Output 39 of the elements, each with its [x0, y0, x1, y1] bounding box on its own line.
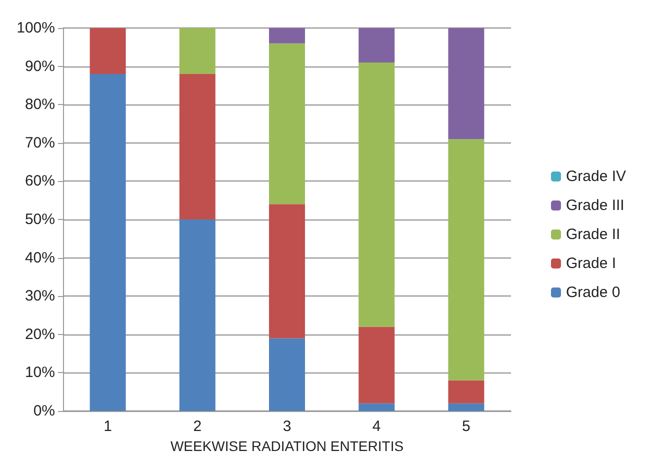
y-tick-label: 20%: [24, 326, 55, 343]
bar: [358, 403, 395, 411]
legend-label: Grade IV: [566, 168, 626, 185]
bar: [269, 338, 305, 411]
y-tick-label: 60%: [24, 172, 55, 190]
y-tick-label: 0%: [33, 402, 55, 420]
x-tick-label: 4: [372, 418, 381, 435]
bar: [179, 220, 216, 411]
bar: [358, 62, 395, 327]
bar: [448, 139, 484, 380]
y-tick-label: 40%: [24, 249, 55, 266]
x-tick-label: 5: [462, 418, 470, 435]
y-tick-label: 70%: [24, 134, 55, 152]
y-tick-label: 100%: [16, 20, 55, 36]
y-tick-label: 10%: [24, 364, 55, 382]
x-tick-label: 2: [193, 418, 202, 435]
bar: [90, 28, 126, 74]
bar: [179, 28, 216, 74]
bar: [358, 28, 395, 62]
x-tick-label: 1: [104, 418, 112, 435]
y-tick-label: 90%: [24, 58, 55, 75]
legend-label: Grade II: [566, 226, 620, 243]
x-tick-label: 3: [282, 418, 292, 435]
bar: [269, 204, 305, 338]
y-tick-label: 50%: [24, 211, 55, 228]
bar: [448, 28, 484, 140]
bar: [358, 326, 395, 404]
bar: [179, 74, 216, 220]
y-tick-label: 30%: [24, 288, 55, 305]
bar: [448, 380, 484, 404]
legend-label: Grade III: [566, 197, 624, 214]
bar: [90, 74, 126, 411]
legend-label: Grade I: [566, 255, 616, 272]
legend-label: Grade 0: [566, 284, 620, 301]
y-tick-label: 80%: [24, 96, 55, 114]
bar: [448, 403, 484, 411]
bar: [269, 43, 305, 204]
bar: [269, 28, 305, 44]
x-axis-title: WEEKWISE RADIATION ENTERITIS: [170, 438, 404, 454]
